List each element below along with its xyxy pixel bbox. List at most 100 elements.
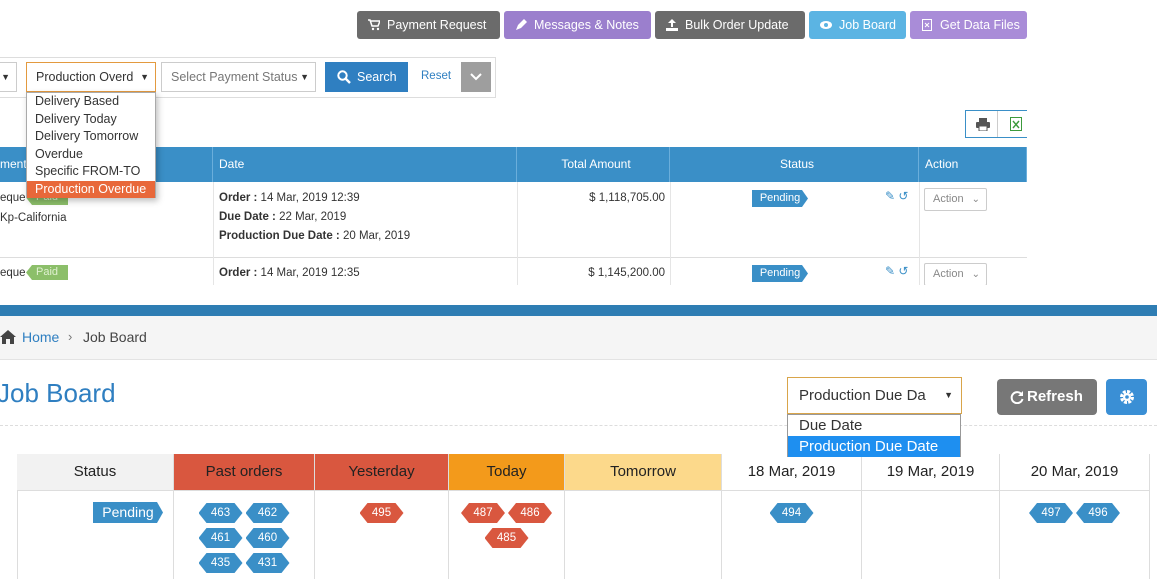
dropdown-option[interactable]: Delivery Tomorrow xyxy=(35,129,139,143)
header-label: Total Amount xyxy=(561,157,631,171)
dropdown-option[interactable]: Delivery Based xyxy=(35,94,120,108)
order-badge[interactable]: 435 xyxy=(199,553,243,573)
cell-border xyxy=(213,182,214,257)
settings-button[interactable] xyxy=(1106,379,1147,415)
badge-group: 495 xyxy=(335,503,429,523)
bulk-update-button[interactable]: Bulk Order Update xyxy=(655,11,805,39)
search-button[interactable]: Search xyxy=(325,62,408,92)
order-badge[interactable]: 485 xyxy=(485,528,529,548)
dropdown-option[interactable]: Delivery Today xyxy=(35,111,117,126)
dropdown-option[interactable]: Overdue xyxy=(35,146,83,161)
row-icons[interactable]: ✎ ↺ xyxy=(885,189,909,203)
order-badge[interactable]: 462 xyxy=(246,503,290,523)
action-label: Action xyxy=(933,193,964,205)
cell-border xyxy=(919,257,920,285)
order-badge[interactable]: 463 xyxy=(199,503,243,523)
print-icon[interactable] xyxy=(976,118,990,131)
dropdown-list: Delivery Based Delivery Today Delivery Tom… xyxy=(26,92,156,198)
table-header: Date xyxy=(213,147,517,182)
date-option[interactable]: Production Due Date xyxy=(788,436,960,457)
button-label: Search xyxy=(357,70,397,84)
header-label: ment xyxy=(0,157,27,171)
column-header: Status xyxy=(17,454,174,490)
column-header: Past orders xyxy=(174,454,315,490)
caret: ⌄ xyxy=(971,269,980,280)
table-header: Total Amount xyxy=(517,147,670,182)
excel-icon[interactable] xyxy=(1010,117,1022,131)
badge-group: 463 462 461 460 435 431 xyxy=(197,503,291,573)
breadcrumb-home[interactable]: Home xyxy=(22,329,60,345)
button-label: Payment Request xyxy=(387,18,487,32)
order-badge[interactable]: 486 xyxy=(508,503,552,523)
breadcrumb-bar: Home › Job Board xyxy=(0,316,1157,360)
production-select[interactable]: Production Overd ▼ xyxy=(26,62,156,92)
date-option[interactable]: Due Date xyxy=(799,417,863,434)
cell-border xyxy=(517,182,518,257)
order-badge[interactable]: 487 xyxy=(461,503,505,523)
icon xyxy=(368,19,380,31)
action-button[interactable]: Action ⌄ xyxy=(924,263,987,285)
job-board-button[interactable]: Job Board xyxy=(809,11,906,39)
cell-border xyxy=(213,257,214,285)
toggle-button[interactable] xyxy=(461,62,491,92)
board-cell: 495 xyxy=(315,490,449,579)
header-border xyxy=(17,490,1150,491)
reset-link[interactable]: Reset xyxy=(421,70,452,82)
caret: ⌄ xyxy=(971,194,980,205)
payment-status-select[interactable]: Select Payment Status ▼ xyxy=(161,62,316,92)
cell-border xyxy=(919,182,920,257)
data-files-button[interactable]: Get Data Files xyxy=(910,11,1027,39)
column-header: 19 Mar, 2019 xyxy=(862,454,1000,490)
order-badge[interactable]: 495 xyxy=(360,503,404,523)
breadcrumb-current: Job Board xyxy=(83,329,147,345)
date-select[interactable]: Production Due Da ▼ xyxy=(787,377,962,414)
dropdown-option[interactable]: Production Overdue xyxy=(27,180,155,198)
board-cell: 487 486 485 xyxy=(449,490,565,579)
board-cell xyxy=(565,490,722,579)
status-badge: Pending xyxy=(752,265,808,282)
location: Kp-California xyxy=(0,212,67,224)
order-badge[interactable]: 497 xyxy=(1029,503,1073,523)
messages-button[interactable]: Messages & Notes xyxy=(504,11,651,39)
customer: eque xyxy=(0,192,26,204)
header-label: Action xyxy=(925,157,959,171)
button-label: Bulk Order Update xyxy=(685,18,789,32)
status-cell xyxy=(17,490,174,579)
date-value: 14 Mar, 2019 12:35 xyxy=(260,267,360,279)
order-badge[interactable]: 461 xyxy=(199,528,243,548)
table-header: Status xyxy=(670,147,919,182)
board-cell: 463 462 461 460 435 431 xyxy=(174,490,315,579)
date-line: Order : 14 Mar, 2019 12:39 xyxy=(219,192,360,204)
date-label: Order : xyxy=(219,192,258,204)
select[interactable]: ▼ xyxy=(0,62,17,92)
date-value: 22 Mar, 2019 xyxy=(279,211,347,223)
column-header: 20 Mar, 2019 xyxy=(1000,454,1150,490)
action-button[interactable]: Action ⌄ xyxy=(924,188,987,211)
status-label: Pending xyxy=(93,502,163,523)
dropdown-option[interactable]: Specific FROM-TO xyxy=(35,164,141,178)
row-icons[interactable]: ✎ ↺ xyxy=(885,264,909,278)
header-label: Date xyxy=(219,157,245,171)
icon xyxy=(666,19,678,31)
select-value: Select Payment Status xyxy=(171,70,298,84)
order-badge[interactable]: 431 xyxy=(246,553,290,573)
order-badge[interactable]: 460 xyxy=(246,528,290,548)
select-value: Production Overd xyxy=(36,70,134,84)
board-cell xyxy=(862,490,1000,579)
payment-request-button[interactable]: Payment Request xyxy=(357,11,500,39)
date-line: Production Due Date : 20 Mar, 2019 xyxy=(219,230,410,242)
export-group xyxy=(965,110,1027,138)
divider xyxy=(0,425,1157,426)
refresh-button[interactable]: Refresh xyxy=(997,379,1097,415)
header-label: Status xyxy=(779,157,815,171)
badge-group: 487 486 485 xyxy=(460,503,554,548)
order-badge[interactable]: 496 xyxy=(1076,503,1120,523)
date-label: Production Due Date : xyxy=(219,230,340,242)
order-badge[interactable]: 494 xyxy=(770,503,814,523)
divider xyxy=(997,111,998,137)
home-icon xyxy=(0,330,16,344)
date-line: Order : 14 Mar, 2019 12:35 xyxy=(219,267,360,279)
icon xyxy=(337,70,351,84)
board-cell: 494 xyxy=(722,490,862,579)
cell-border xyxy=(670,182,671,257)
